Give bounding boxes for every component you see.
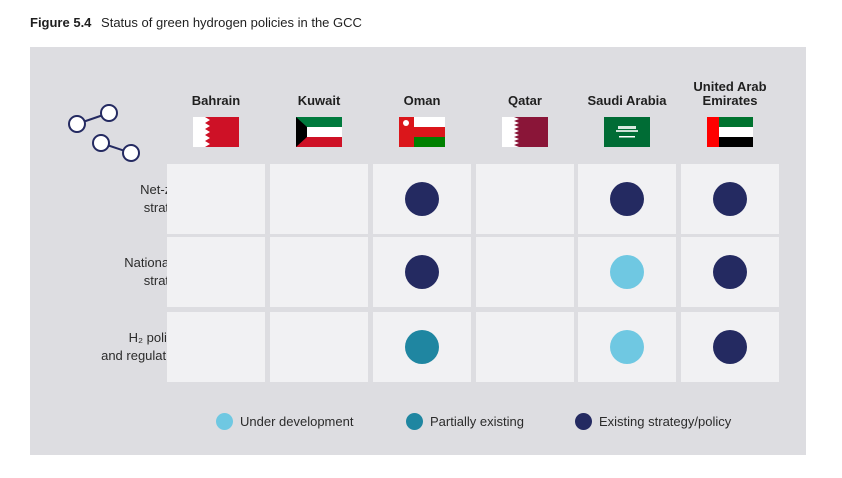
legend-swatch <box>406 412 423 430</box>
status-cell <box>373 164 471 234</box>
status-cell <box>681 237 779 307</box>
status-dot-partial <box>405 330 439 364</box>
status-cell <box>681 164 779 234</box>
legend-label: Existing strategy/policy <box>599 413 732 429</box>
country-label-saudi-arabia: Saudi Arabia <box>587 93 667 108</box>
country-label-bahrain: Bahrain <box>191 93 241 108</box>
kuwait-flag <box>296 117 342 147</box>
status-cell <box>373 312 471 382</box>
status-dot-existing <box>610 182 644 216</box>
status-cell <box>373 237 471 307</box>
status-cell <box>476 164 574 234</box>
status-dot-under-development <box>610 255 644 289</box>
figure-caption: Status of green hydrogen policies in the… <box>101 15 362 30</box>
legend-swatch <box>575 412 592 430</box>
legend-label: Under development <box>240 413 354 429</box>
legend-item-existing: Existing strategy/policy <box>575 411 731 431</box>
status-cell <box>270 237 368 307</box>
molecule-icon <box>68 104 140 162</box>
status-cell <box>681 312 779 382</box>
qatar-flag <box>502 117 548 147</box>
status-cell <box>578 164 676 234</box>
status-cell <box>270 164 368 234</box>
country-label-oman: Oman <box>403 93 441 108</box>
country-label-kuwait: Kuwait <box>297 93 341 108</box>
figure-title: Figure 5.4 Status of green hydrogen poli… <box>30 15 362 30</box>
legend-item-partial: Partially existing <box>406 411 524 431</box>
legend-item-under-development: Under development <box>216 411 353 431</box>
status-cell <box>578 237 676 307</box>
status-cell <box>167 164 265 234</box>
status-cell <box>270 312 368 382</box>
status-dot-existing <box>713 330 747 364</box>
matrix-panel: Bahrain Kuwait Oman Qatar Saudi Arabia United… <box>30 47 806 455</box>
figure-number: Figure 5.4 <box>30 15 92 30</box>
status-cell <box>476 237 574 307</box>
status-dot-existing <box>405 182 439 216</box>
bahrain-flag <box>193 117 239 147</box>
oman-flag <box>399 117 445 147</box>
status-dot-under-development <box>610 330 644 364</box>
status-dot-existing <box>405 255 439 289</box>
status-dot-existing <box>713 255 747 289</box>
status-cell <box>167 312 265 382</box>
legend-swatch <box>216 412 233 430</box>
status-cell <box>578 312 676 382</box>
legend-label: Partially existing <box>430 413 524 429</box>
country-label-qatar: Qatar <box>508 93 542 108</box>
country-label-uae: United Arab Emirates <box>693 79 767 108</box>
status-cell <box>476 312 574 382</box>
uae-flag <box>707 117 753 147</box>
status-cell <box>167 237 265 307</box>
status-dot-existing <box>713 182 747 216</box>
saudi-arabia-flag <box>604 117 650 147</box>
